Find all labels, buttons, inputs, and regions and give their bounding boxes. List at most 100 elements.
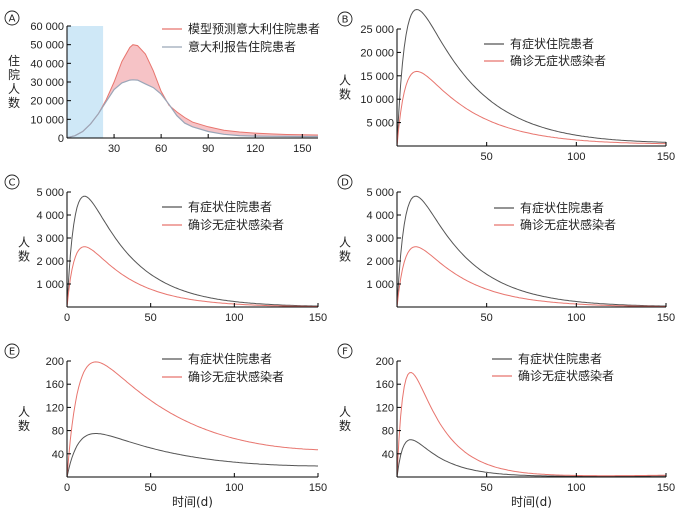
- y-tick-label: 40: [382, 449, 394, 461]
- panel-letter: F: [342, 347, 348, 358]
- x-tick-label: 100: [567, 312, 585, 324]
- y-tick-label: 80: [52, 426, 64, 438]
- y-axis-label-char: 数: [8, 95, 20, 110]
- y-axis-label-char: 数: [18, 249, 30, 264]
- y-axis-label-char: 数: [18, 418, 30, 433]
- panel-letter: B: [342, 15, 349, 26]
- y-axis-label-char: 人: [8, 82, 20, 96]
- x-axis-label: 时间(d): [172, 495, 213, 509]
- series-line-2: [66, 246, 318, 308]
- x-tick-label: 150: [309, 312, 327, 324]
- panel-letter-circle: [337, 343, 353, 359]
- series-line-2: [396, 70, 667, 147]
- y-tick-label: 50 000: [30, 40, 64, 52]
- x-tick-label: 50: [145, 312, 157, 324]
- y-tick-label: 10 000: [360, 94, 394, 106]
- panel-letter-circle: [337, 174, 353, 190]
- series-line-2: [66, 361, 318, 478]
- y-axis-label: 人数: [339, 236, 351, 264]
- y-tick-label: 3 000: [366, 233, 394, 245]
- panel-letter-circle: [4, 174, 20, 190]
- series-line-1: [396, 195, 667, 308]
- series-line-2: [396, 371, 666, 478]
- x-tick-label: 30: [108, 143, 120, 155]
- y-axis-label: 人数: [18, 236, 30, 264]
- y-tick-label: 200: [46, 356, 64, 368]
- y-tick-label: 5 000: [366, 187, 394, 199]
- y-tick-label: 80: [382, 426, 394, 438]
- x-tick-label: 150: [657, 482, 675, 494]
- y-axis-label-char: 数: [339, 249, 351, 264]
- legend-entry: 确诊无症状感染者: [520, 217, 616, 232]
- legend-entry: 意大利报告住院患者: [188, 39, 296, 54]
- y-tick-label: 200: [376, 356, 394, 368]
- x-tick-label: 100: [225, 312, 243, 324]
- x-tick-label: 100: [225, 482, 243, 494]
- legend-entry: 有症状住院患者: [510, 36, 594, 51]
- x-tick-label: 60: [155, 143, 167, 155]
- y-tick-label: 4 000: [36, 210, 64, 222]
- y-tick-label: 5 000: [36, 187, 64, 199]
- series-line-1: [396, 8, 667, 147]
- y-tick-label: 1 000: [36, 279, 64, 291]
- x-tick-label: 150: [657, 312, 675, 324]
- panel-letter: C: [9, 178, 16, 189]
- y-tick-label: 1 000: [366, 279, 394, 291]
- x-tick-label: 150: [309, 482, 327, 494]
- legend-entry: 有症状住院患者: [188, 351, 272, 366]
- panel-a: 10 000 20 000 30 000 40 000 50 000 60 000 30 60…: [4, 10, 320, 155]
- panel-c: 1 000 2 000 3 000 4 000 5 000 0 50 100 150 人数 C 有症状…: [4, 174, 327, 324]
- x-tick-label: 50: [481, 482, 493, 494]
- series-line-2: [396, 246, 666, 308]
- y-tick-label: 2 000: [36, 256, 64, 268]
- legend-entry: 确诊无症状感染者: [510, 53, 606, 68]
- y-axis-label-char: 人: [339, 236, 351, 250]
- legend-entry: 模型预测意大利住院患者: [188, 21, 320, 36]
- y-tick-label: 160: [376, 379, 394, 391]
- y-tick-label: 160: [46, 379, 64, 391]
- x-tick-label: 50: [481, 151, 493, 163]
- x-tick-label: 150: [657, 151, 675, 163]
- x-tick-label: 150: [293, 143, 311, 155]
- series-band-fill: [67, 44, 318, 138]
- panel-letter-circle: [4, 10, 20, 26]
- y-tick-label: 20 000: [30, 96, 64, 108]
- y-tick-label: 15 000: [360, 71, 394, 83]
- y-tick-label: 3 000: [36, 233, 64, 245]
- legend-entry: 有症状住院患者: [520, 200, 604, 215]
- panel-d: 1 000 2 000 3 000 4 000 5 000 50 100 150 人数 D 有症状住…: [337, 174, 675, 324]
- legend-entry: 确诊无症状感染者: [188, 369, 284, 384]
- y-axis-label-char: 人: [339, 74, 351, 88]
- y-tick-label: 120: [46, 402, 64, 414]
- y-axis-label-char: 数: [339, 87, 351, 102]
- x-tick-label: 0: [64, 312, 70, 324]
- series-line-1: [66, 195, 319, 308]
- y-axis-label: 人数: [18, 405, 30, 433]
- x-tick-label: 90: [202, 143, 214, 155]
- y-tick-label: 4 000: [366, 210, 394, 222]
- y-tick-label: 30 000: [30, 77, 64, 89]
- y-axis-label-char: 住: [8, 54, 20, 68]
- x-tick-label: 100: [567, 151, 585, 163]
- y-tick-label: 20 000: [360, 47, 394, 59]
- panel-letter: E: [9, 347, 15, 358]
- x-axis-label: 时间(d): [511, 495, 552, 509]
- y-tick-label: 40: [52, 449, 64, 461]
- series-line-reported: [66, 79, 318, 139]
- y-tick-label: 5 000: [366, 118, 394, 130]
- series-line-1: [396, 439, 667, 478]
- y-axis-label-char: 院: [8, 68, 20, 82]
- y-tick-label: 40 000: [30, 58, 64, 70]
- y-axis-label: 人数: [339, 74, 351, 102]
- panel-letter-circle: [4, 343, 20, 359]
- y-axis-label-char: 人: [18, 236, 30, 250]
- y-axis-label: 人数: [339, 405, 351, 433]
- panel-letter-circle: [337, 11, 353, 27]
- legend-entry: 有症状住院患者: [518, 351, 602, 366]
- y-tick-label: 10 000: [30, 114, 64, 126]
- x-tick-label: 120: [246, 143, 264, 155]
- legend-entry: 确诊无症状感染者: [188, 217, 284, 232]
- panel-letter: D: [341, 178, 349, 189]
